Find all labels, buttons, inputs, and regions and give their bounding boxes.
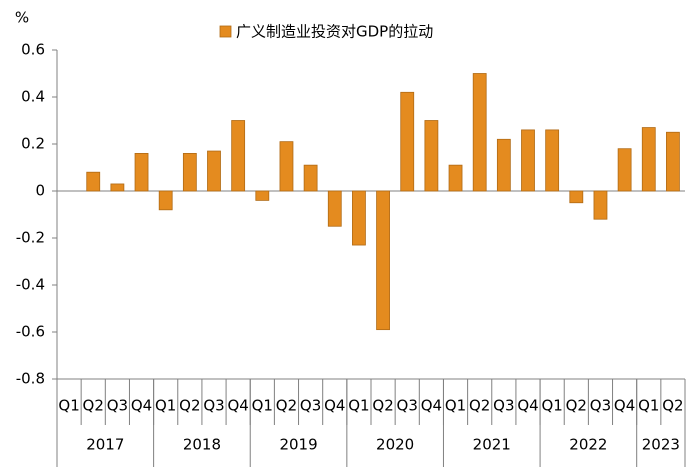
x-tick-label: Q2 <box>179 397 200 415</box>
x-tick-label: Q3 <box>107 397 128 415</box>
bar <box>182 152 197 192</box>
bar <box>231 120 246 192</box>
bar <box>424 120 439 192</box>
x-tick-label: Q4 <box>227 397 248 415</box>
x-tick-label: Q3 <box>203 397 224 415</box>
y-tick-label: 0 <box>35 182 45 200</box>
group-label: 2018 <box>183 436 221 454</box>
x-tick-label: Q4 <box>324 397 345 415</box>
x-tick-label: Q4 <box>614 397 635 415</box>
x-tick-label: Q4 <box>421 397 442 415</box>
legend-swatch <box>219 25 232 38</box>
x-tick-label: Q1 <box>638 397 659 415</box>
x-tick-label: Q3 <box>590 397 611 415</box>
bar <box>521 129 535 192</box>
x-tick-label: Q3 <box>493 397 514 415</box>
bar <box>303 164 318 192</box>
bar <box>569 190 584 204</box>
x-tick-label: Q1 <box>58 397 79 415</box>
x-tick-label: Q2 <box>566 397 587 415</box>
bar <box>617 148 632 192</box>
y-tick-label: 0.6 <box>21 41 45 59</box>
legend-label: 广义制造业投资对GDP的拉动 <box>236 23 433 41</box>
x-tick-label: Q1 <box>541 397 562 415</box>
x-tick-label: Q2 <box>469 397 490 415</box>
bar <box>352 190 366 246</box>
y-tick-label: -0.6 <box>16 323 45 341</box>
bar <box>496 138 511 192</box>
bar <box>207 150 221 192</box>
bar <box>279 141 294 192</box>
bar <box>593 190 608 220</box>
x-tick-label: Q3 <box>397 397 418 415</box>
x-tick-label: Q1 <box>348 397 369 415</box>
bar <box>110 183 125 192</box>
x-tick-label: Q1 <box>445 397 466 415</box>
group-label: 2021 <box>473 436 511 454</box>
bar <box>376 190 390 331</box>
group-label: 2022 <box>569 436 607 454</box>
y-tick-label: 0.2 <box>21 135 45 153</box>
group-label: 2017 <box>86 436 124 454</box>
group-label: 2023 <box>642 436 680 454</box>
bar <box>641 127 656 192</box>
bar <box>327 190 342 227</box>
y-tick-label: -0.2 <box>16 229 45 247</box>
x-tick-label: Q4 <box>517 397 538 415</box>
x-tick-label: Q3 <box>300 397 321 415</box>
bar <box>400 91 415 192</box>
group-label: 2019 <box>279 436 317 454</box>
bar <box>134 152 149 192</box>
y-tick-label: 0.4 <box>21 88 45 106</box>
bar <box>86 171 101 192</box>
group-label: 2020 <box>376 436 414 454</box>
bar <box>545 129 560 192</box>
unit-label: % <box>15 9 29 27</box>
x-tick-label: Q2 <box>372 397 393 415</box>
x-tick-label: Q1 <box>155 397 176 415</box>
bar <box>666 131 680 192</box>
bar <box>255 190 270 201</box>
x-tick-label: Q2 <box>276 397 297 415</box>
bar <box>158 190 173 211</box>
bar <box>448 164 463 192</box>
bar <box>472 73 487 192</box>
x-tick-label: Q2 <box>662 397 683 415</box>
y-tick-label: -0.4 <box>16 276 45 294</box>
x-tick-label: Q2 <box>83 397 104 415</box>
x-tick-label: Q4 <box>131 397 152 415</box>
y-tick-label: -0.8 <box>16 370 45 388</box>
x-tick-label: Q1 <box>252 397 273 415</box>
